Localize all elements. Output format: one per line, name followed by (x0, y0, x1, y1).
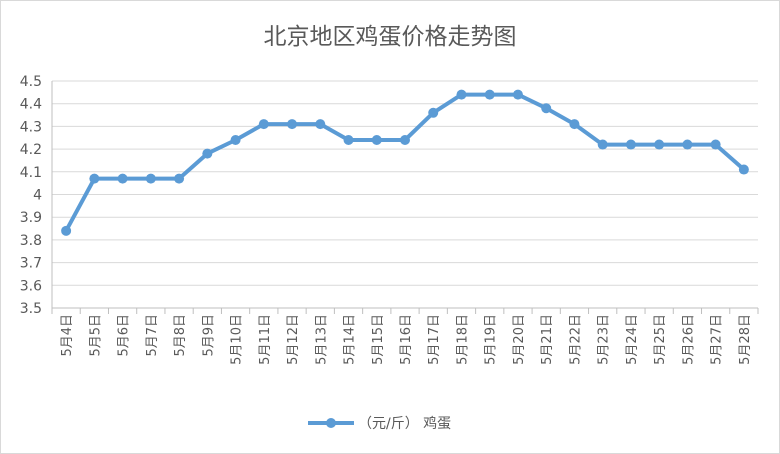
data-point (400, 135, 410, 146)
y-tick-label: 3.7 (20, 256, 42, 272)
data-point (117, 173, 128, 184)
data-point (428, 107, 439, 118)
x-tick-label: 5月7日 (145, 314, 160, 357)
data-point (738, 164, 749, 175)
x-tick-label: 5月4日 (60, 314, 75, 357)
x-tick-label: 5月28日 (738, 314, 753, 365)
series-line (64, 92, 746, 233)
series-layer (61, 89, 749, 236)
y-tick-label: 4.4 (20, 97, 42, 113)
y-tick-label: 3.8 (20, 233, 42, 249)
x-tick-label: 5月20日 (512, 314, 527, 365)
chart-title: 北京地区鸡蛋价格走势图 (264, 24, 517, 50)
y-tick-label: 4.3 (20, 119, 42, 135)
legend-label: （元/斤） 鸡蛋 (358, 415, 451, 432)
y-tick-label: 4 (33, 188, 42, 204)
y-tick-label: 3.5 (20, 301, 42, 317)
data-point (343, 135, 354, 146)
data-point (202, 148, 213, 159)
y-tick-label: 4.5 (20, 74, 42, 90)
x-tick-label: 5月22日 (568, 314, 583, 365)
data-point (682, 139, 693, 150)
x-axis-ticks: 5月4日 5月5日 5月6日 5月7日 5月8日 5月9日 5月10日 5月11日 5月12日 5… (51, 308, 759, 365)
x-tick-label: 5月11日 (258, 314, 273, 365)
gridlines (52, 80, 758, 309)
x-tick-label: 5月6日 (117, 314, 132, 357)
y-tick-label: 4.1 (20, 165, 42, 181)
data-point (89, 173, 100, 184)
legend-marker (326, 418, 336, 428)
y-tick-label: 3.6 (20, 278, 42, 294)
data-point (456, 89, 467, 100)
x-tick-label: 5月18日 (455, 314, 470, 365)
data-point (484, 89, 495, 100)
data-point (541, 103, 552, 114)
data-point (512, 89, 523, 100)
x-tick-label: 5月16日 (399, 314, 414, 365)
y-tick-label: 3.9 (20, 210, 42, 226)
data-point (315, 119, 326, 130)
x-tick-label: 5月19日 (484, 314, 499, 365)
x-tick-label: 5月5日 (88, 314, 103, 357)
y-tick-label: 4.2 (20, 142, 42, 158)
data-point (569, 119, 580, 130)
data-point (230, 135, 241, 146)
x-tick-label: 5月14日 (343, 314, 358, 365)
y-axis-ticks: 3.5 3.6 3.7 3.8 3.9 4 4.1 4.2 4.3 4.4 4.5 (20, 74, 42, 317)
data-point (174, 173, 185, 184)
data-point (654, 139, 665, 150)
data-point (258, 119, 269, 130)
x-tick-label: 5月12日 (286, 314, 301, 365)
x-tick-label: 5月24日 (625, 314, 640, 365)
x-tick-label: 5月26日 (681, 314, 696, 365)
data-point (625, 139, 636, 150)
data-point (61, 225, 72, 236)
x-tick-label: 5月10日 (230, 314, 245, 365)
x-tick-label: 5月9日 (201, 314, 216, 357)
data-point (710, 139, 721, 150)
axes (51, 81, 758, 309)
data-point (371, 135, 382, 146)
x-tick-label: 5月15日 (371, 314, 386, 365)
x-tick-label: 5月13日 (314, 314, 329, 365)
data-point (145, 173, 156, 184)
x-tick-label: 5月27日 (710, 314, 725, 365)
data-point (287, 119, 298, 130)
x-tick-label: 5月8日 (173, 314, 188, 357)
legend: （元/斤） 鸡蛋 (308, 415, 451, 432)
x-tick-label: 5月23日 (597, 314, 612, 365)
x-tick-label: 5月21日 (540, 314, 555, 365)
x-tick-label: 5月25日 (653, 314, 668, 365)
data-point (597, 139, 608, 150)
x-tick-label: 5月17日 (427, 314, 442, 365)
